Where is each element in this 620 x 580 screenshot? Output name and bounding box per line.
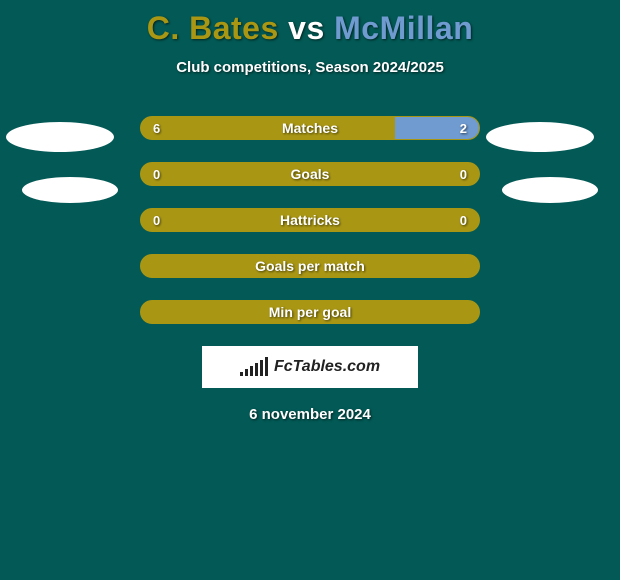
card-subtitle: Club competitions, Season 2024/2025 bbox=[0, 59, 620, 76]
stat-value-right: 0 bbox=[460, 209, 467, 231]
card-date: 6 november 2024 bbox=[0, 406, 620, 423]
stat-value-right: 0 bbox=[460, 163, 467, 185]
stat-row: Hattricks0 0 bbox=[140, 208, 480, 232]
stat-value-left: 6 bbox=[153, 117, 160, 139]
stat-label: Goals per match bbox=[141, 255, 479, 277]
logo-text: FcTables.com bbox=[274, 358, 380, 376]
comparison-card: C. Bates vs McMillan Club competitions, … bbox=[0, 0, 620, 580]
decorative-ellipse bbox=[486, 122, 594, 152]
stat-value-right: 2 bbox=[460, 117, 467, 139]
player1-name: C. Bates bbox=[147, 10, 279, 46]
decorative-ellipse bbox=[6, 122, 114, 152]
stat-value-left: 0 bbox=[153, 209, 160, 231]
stat-row: Goals per match bbox=[140, 254, 480, 278]
stat-row: Matches6 2 bbox=[140, 116, 480, 140]
logo-bars-icon bbox=[240, 358, 268, 376]
stat-label: Min per goal bbox=[141, 301, 479, 323]
stat-label: Matches bbox=[141, 117, 479, 139]
vs-text: vs bbox=[288, 10, 325, 46]
fctables-logo: FcTables.com bbox=[202, 346, 418, 388]
stat-row: Min per goal bbox=[140, 300, 480, 324]
stat-label: Goals bbox=[141, 163, 479, 185]
card-title: C. Bates vs McMillan bbox=[0, 0, 620, 47]
stat-row: Goals0 0 bbox=[140, 162, 480, 186]
decorative-ellipse bbox=[22, 177, 118, 203]
player2-name: McMillan bbox=[334, 10, 473, 46]
stat-value-left: 0 bbox=[153, 163, 160, 185]
stat-label: Hattricks bbox=[141, 209, 479, 231]
decorative-ellipse bbox=[502, 177, 598, 203]
